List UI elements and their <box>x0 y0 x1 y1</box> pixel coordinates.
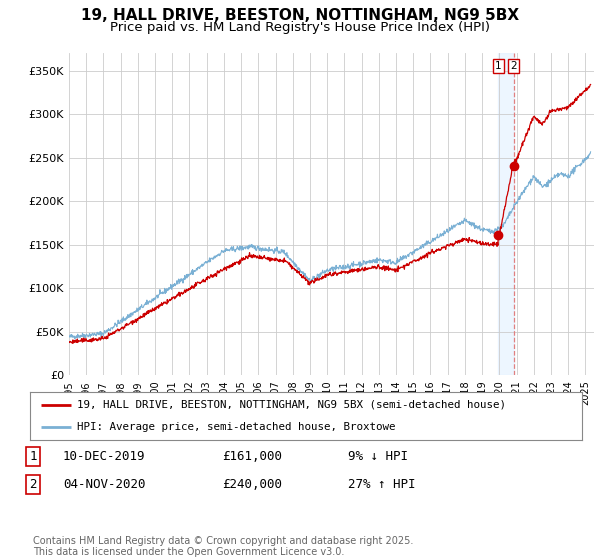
Text: 19, HALL DRIVE, BEESTON, NOTTINGHAM, NG9 5BX: 19, HALL DRIVE, BEESTON, NOTTINGHAM, NG9… <box>81 8 519 24</box>
Text: £161,000: £161,000 <box>222 450 282 463</box>
Text: 19, HALL DRIVE, BEESTON, NOTTINGHAM, NG9 5BX (semi-detached house): 19, HALL DRIVE, BEESTON, NOTTINGHAM, NG9… <box>77 400 506 410</box>
Text: 1: 1 <box>29 450 37 463</box>
Text: 1: 1 <box>495 61 502 71</box>
Text: 10-DEC-2019: 10-DEC-2019 <box>63 450 146 463</box>
Text: HPI: Average price, semi-detached house, Broxtowe: HPI: Average price, semi-detached house,… <box>77 422 395 432</box>
Text: £240,000: £240,000 <box>222 478 282 491</box>
Text: 27% ↑ HPI: 27% ↑ HPI <box>348 478 415 491</box>
Text: 04-NOV-2020: 04-NOV-2020 <box>63 478 146 491</box>
Text: Price paid vs. HM Land Registry's House Price Index (HPI): Price paid vs. HM Land Registry's House … <box>110 21 490 34</box>
Text: 2: 2 <box>29 478 37 491</box>
Bar <box>498 53 514 375</box>
Text: Contains HM Land Registry data © Crown copyright and database right 2025.
This d: Contains HM Land Registry data © Crown c… <box>33 535 413 557</box>
Text: 9% ↓ HPI: 9% ↓ HPI <box>348 450 408 463</box>
Text: 2: 2 <box>511 61 517 71</box>
